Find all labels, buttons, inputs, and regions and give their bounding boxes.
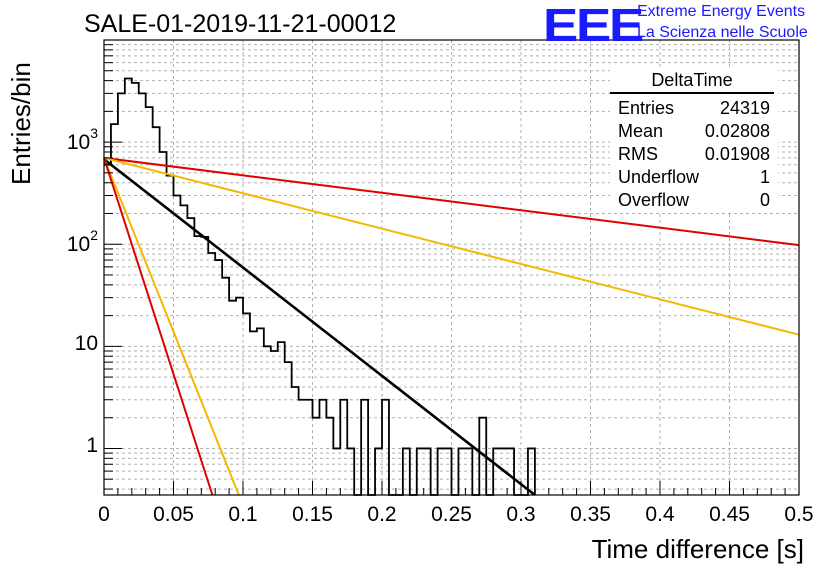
- stats-row-rms: RMS 0.01908: [610, 144, 778, 167]
- y-tick-label: 102: [66, 227, 98, 257]
- x-tick-label: 0.3: [506, 503, 536, 526]
- stats-label: Mean: [618, 121, 664, 141]
- y-tick-label: 103: [66, 125, 98, 155]
- histogram-step-line: [104, 77, 536, 496]
- stats-row-underflow: Underflow 1: [610, 167, 778, 190]
- stats-label: RMS: [618, 144, 658, 164]
- fit-line-2: [103, 158, 536, 497]
- eee-logo: EEE: [543, 0, 644, 51]
- stats-label: Overflow: [618, 190, 690, 210]
- stats-label: Entries: [618, 98, 675, 118]
- x-tick-label: 0.35: [570, 503, 611, 526]
- y-tick-label: 10: [74, 332, 98, 356]
- fit-line-3: [103, 157, 240, 496]
- logo-caption-line1: Extreme Energy Events: [637, 3, 806, 20]
- stats-row-overflow: Overflow 0: [610, 190, 778, 213]
- stats-value: 1: [759, 167, 770, 187]
- x-axis-label: Time difference [s]: [591, 534, 804, 564]
- grid-lines: [103, 40, 800, 495]
- histogram-series: [104, 77, 536, 496]
- stats-title: DeltaTime: [610, 70, 774, 94]
- fit-line-1: [103, 156, 800, 336]
- y-axis-label: Entries/bin: [6, 62, 36, 185]
- x-tick-label: 0.1: [228, 503, 258, 526]
- stats-row-mean: Mean 0.02808: [610, 121, 778, 144]
- x-tick-label: 0.4: [645, 503, 675, 526]
- axis-ticks: [103, 44, 800, 495]
- stats-value: 0.02808: [704, 121, 770, 141]
- x-tick-label: 0.15: [292, 503, 333, 526]
- x-tick-label: 0.25: [431, 503, 472, 526]
- x-tick-label: 0.5: [784, 503, 814, 526]
- stats-value: 0.01908: [704, 144, 770, 164]
- x-tick-label: 0.05: [153, 503, 194, 526]
- fit-line-0: [103, 156, 800, 247]
- stats-value: 24319: [719, 98, 770, 118]
- stats-label: Underflow: [618, 167, 700, 187]
- stats-box: DeltaTime Entries 24319 Mean 0.02808 RMS…: [610, 70, 778, 213]
- fit-lines: [103, 156, 800, 497]
- x-tick-label: 0: [98, 503, 110, 526]
- logo-caption-line2: La Scienza nelle Scuole: [637, 24, 808, 41]
- stats-row-entries: Entries 24319: [610, 98, 778, 121]
- y-tick-label: 1: [86, 434, 98, 458]
- x-tick-label: 0.2: [367, 503, 397, 526]
- x-tick-label: 0.45: [709, 503, 750, 526]
- run-title: SALE-01-2019-11-21-00012: [84, 10, 397, 38]
- fit-line-4: [103, 157, 214, 496]
- stats-value: 0: [759, 190, 770, 210]
